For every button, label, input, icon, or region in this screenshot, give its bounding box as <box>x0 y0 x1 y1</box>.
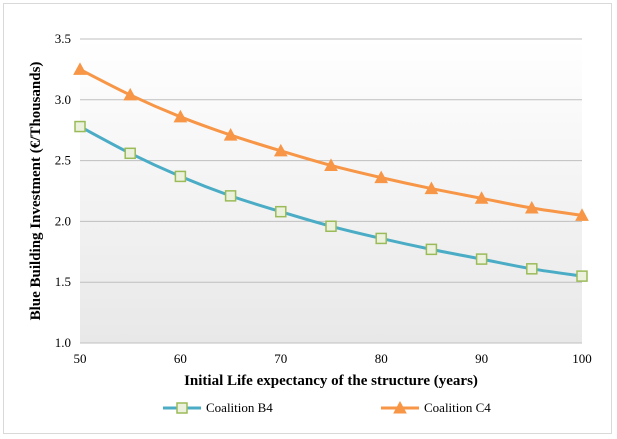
data-point <box>74 120 86 133</box>
x-tick-label: 70 <box>274 351 287 366</box>
data-point <box>575 208 589 221</box>
data-point <box>124 147 136 160</box>
data-point <box>375 232 387 245</box>
x-tick-label: 90 <box>475 351 488 366</box>
data-point <box>275 205 287 218</box>
data-point <box>576 270 588 282</box>
tick-labels: 1.0 1.5 2.0 2.5 3.0 3.5 50 60 70 80 90 100 <box>55 31 592 366</box>
legend-marker <box>393 400 407 414</box>
data-point <box>173 109 188 123</box>
series-2 <box>73 62 589 221</box>
data-point <box>223 128 238 141</box>
data-point <box>174 170 187 183</box>
gridlines <box>80 38 582 344</box>
x-tick-label: 50 <box>74 351 87 366</box>
y-tick-label: 1.5 <box>55 274 71 289</box>
data-point <box>123 87 138 101</box>
data-point <box>73 62 87 75</box>
legend-label: Coalition C4 <box>424 400 491 415</box>
data-point <box>424 181 439 195</box>
data-point <box>273 143 288 157</box>
x-tick-label: 60 <box>174 351 187 366</box>
series-group <box>73 62 589 282</box>
y-tick-label: 1.0 <box>55 335 71 350</box>
y-tick-label: 2.0 <box>55 213 71 228</box>
data-point <box>475 253 488 265</box>
plot-area <box>80 39 582 343</box>
y-tick-label: 3.0 <box>55 92 71 107</box>
data-point <box>324 158 338 171</box>
data-point <box>224 190 237 202</box>
y-tick-label: 3.5 <box>55 31 71 46</box>
x-tick-label: 80 <box>375 351 388 366</box>
series-1 <box>74 120 588 282</box>
data-point <box>524 200 539 214</box>
y-axis-title: Blue Building Investment (€/Thousands) <box>28 62 44 321</box>
data-point <box>425 243 438 256</box>
y-tick-label: 2.5 <box>55 153 71 168</box>
legend-label: Coalition B4 <box>206 400 273 415</box>
data-point <box>474 191 489 204</box>
legend-marker <box>176 402 188 414</box>
legend: Coalition B4 Coalition C4 <box>163 400 491 415</box>
data-point <box>526 263 538 275</box>
data-point <box>325 220 337 233</box>
legend-entry: Coalition C4 <box>381 400 491 415</box>
data-point <box>374 170 389 184</box>
x-tick-label: 100 <box>572 351 592 366</box>
x-axis-title: Initial Life expectancy of the structure… <box>184 373 478 389</box>
legend-entry: Coalition B4 <box>163 400 273 415</box>
